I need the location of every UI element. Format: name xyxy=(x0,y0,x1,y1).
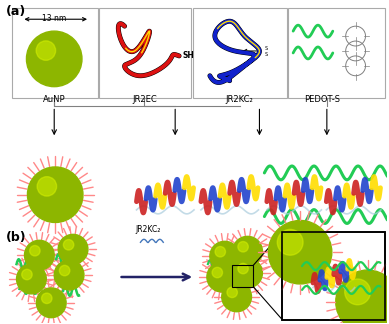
Circle shape xyxy=(336,270,389,324)
Circle shape xyxy=(222,282,252,312)
Text: AuNP: AuNP xyxy=(43,95,65,104)
Text: JR2KC₂: JR2KC₂ xyxy=(226,95,254,104)
Text: S: S xyxy=(265,52,268,57)
Circle shape xyxy=(238,263,248,274)
Bar xyxy=(99,8,191,98)
Circle shape xyxy=(233,236,263,266)
Circle shape xyxy=(25,240,54,270)
Text: 13 nm: 13 nm xyxy=(42,14,67,23)
Circle shape xyxy=(17,264,46,294)
Bar xyxy=(12,8,98,98)
Circle shape xyxy=(54,260,84,290)
Circle shape xyxy=(207,262,237,292)
Bar xyxy=(282,232,385,320)
Circle shape xyxy=(58,234,88,264)
Bar xyxy=(193,8,287,98)
Text: JR2KC₂: JR2KC₂ xyxy=(136,226,161,234)
Circle shape xyxy=(210,241,240,271)
Circle shape xyxy=(60,265,70,276)
Circle shape xyxy=(233,258,263,288)
Circle shape xyxy=(22,269,32,280)
Circle shape xyxy=(238,242,248,252)
Bar xyxy=(232,265,254,287)
Bar xyxy=(288,8,385,98)
Bar xyxy=(282,232,385,320)
Circle shape xyxy=(215,247,226,257)
Text: S: S xyxy=(265,46,268,52)
Circle shape xyxy=(227,287,237,297)
Circle shape xyxy=(277,229,303,255)
Circle shape xyxy=(37,177,56,196)
Circle shape xyxy=(42,293,52,304)
Circle shape xyxy=(268,221,332,284)
Circle shape xyxy=(26,31,82,87)
Circle shape xyxy=(63,239,74,250)
Text: (b): (b) xyxy=(5,231,26,244)
Circle shape xyxy=(28,167,83,223)
Text: (a): (a) xyxy=(5,6,26,18)
Text: JR2EC: JR2EC xyxy=(132,95,157,104)
Text: SH: SH xyxy=(182,52,194,60)
Text: PEDOT-S: PEDOT-S xyxy=(304,95,340,104)
Circle shape xyxy=(345,279,370,305)
Circle shape xyxy=(36,288,66,318)
Circle shape xyxy=(30,246,40,256)
Circle shape xyxy=(36,41,56,60)
Circle shape xyxy=(212,267,223,278)
